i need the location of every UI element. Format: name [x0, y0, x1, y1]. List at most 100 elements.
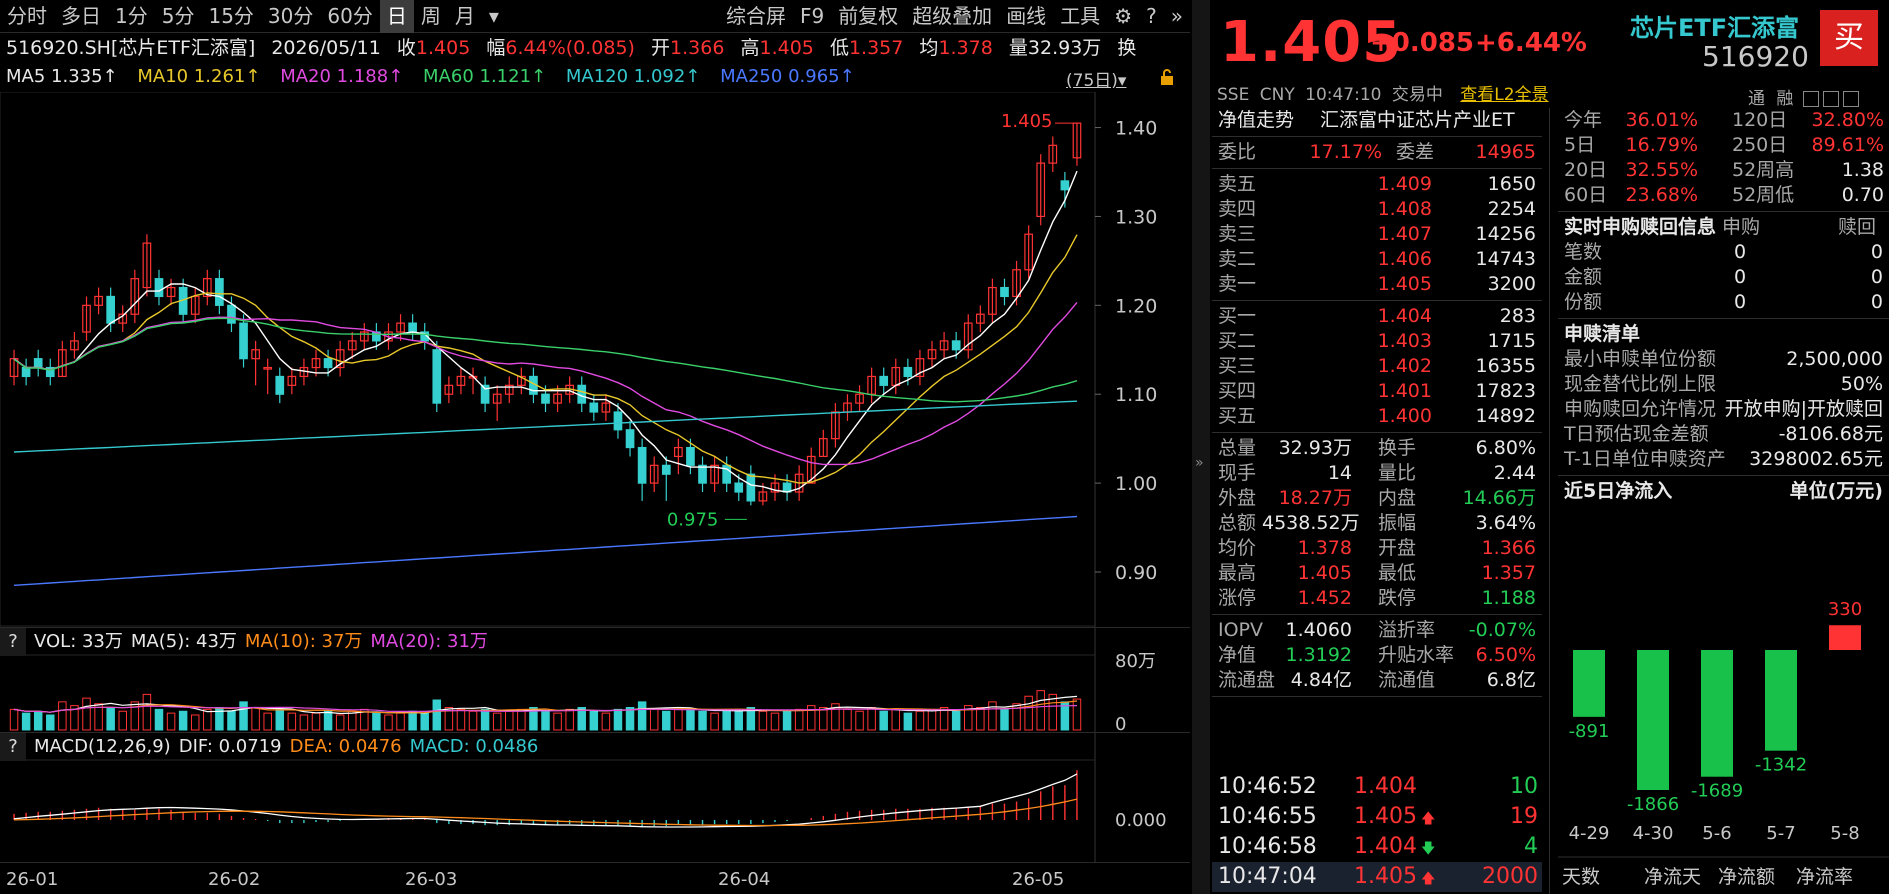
flow-tab[interactable]: 净流天 — [1644, 866, 1701, 888]
flow-unit: 单位(万元) — [1789, 480, 1883, 502]
edit-icon[interactable] — [1802, 91, 1819, 107]
trade-details: 总量 32.93万 换手 6.80% 现手 14 量比 2.44 外盘 18.27万 内盘 14.66… — [1212, 436, 1542, 611]
candle-body — [202, 278, 212, 298]
detail-label: 现手 — [1218, 462, 1257, 484]
period-tab[interactable]: 1分 — [115, 3, 148, 28]
ma60-line — [13, 317, 1078, 403]
date-tick: 26-02 — [208, 869, 261, 890]
dea-line — [13, 798, 1078, 827]
kline-chart[interactable]: 1.40 1.30 1.20 1.10 1.00 0.90 1.405 0.975 80万 0 0.… — [0, 92, 1190, 862]
volume-help-icon[interactable]: ? — [0, 628, 26, 656]
vol-value: VOL: 33万 — [34, 631, 123, 652]
up-arrow-icon: 🡅 — [1420, 811, 1436, 827]
inflow-date-label: 4-30 — [1633, 823, 1674, 844]
list-icon[interactable] — [1822, 91, 1839, 107]
dea-value: DEA: 0.0476 — [289, 736, 402, 757]
level-label: 买五 — [1218, 405, 1257, 427]
detail-row: 均价 1.378 开盘 1.366 — [1212, 536, 1542, 561]
vol-ma10-line — [13, 700, 1078, 714]
order-level[interactable]: 买一 1.404 283 — [1212, 304, 1542, 329]
toolbar-button[interactable]: 综合屏 — [725, 3, 786, 28]
volume-bar — [239, 701, 248, 731]
window-icon[interactable] — [1842, 91, 1859, 107]
volume-bar — [649, 708, 659, 731]
detail-value: 4.84亿 — [1290, 669, 1352, 691]
volume-bar — [21, 712, 31, 731]
order-level[interactable]: 买四 1.401 17823 — [1212, 379, 1542, 404]
buy-button[interactable]: 买 — [1820, 10, 1878, 66]
volume-bar — [118, 710, 127, 731]
level-volume: 14743 — [1475, 248, 1536, 270]
panel-collapse-handle[interactable]: » — [1192, 0, 1210, 894]
order-book: 净值走势 汇添富中证芯片产业ET 委比 17.17% 委差 14965 卖五 1.409 1… — [1212, 108, 1542, 700]
period-tab[interactable]: 15分 — [208, 3, 254, 28]
order-level[interactable]: 卖四 1.408 2254 — [1212, 197, 1542, 222]
macd-help-icon[interactable]: ? — [0, 733, 26, 761]
high-field: 高1.405 — [740, 37, 814, 59]
candle-body — [1036, 162, 1046, 218]
order-level[interactable]: 买五 1.400 14892 — [1212, 404, 1542, 429]
trade-volume: 19 — [1510, 804, 1538, 829]
order-level[interactable]: 卖五 1.409 1650 — [1212, 172, 1542, 197]
toolbar-button[interactable]: 工具 — [1060, 3, 1101, 28]
detail-label: 内盘 — [1378, 487, 1417, 509]
avg-field: 均1.378 — [919, 37, 993, 59]
double-chevron-right-icon[interactable]: » — [1170, 3, 1183, 28]
l2-link[interactable]: 查看L2全景 — [1460, 85, 1549, 105]
low-field: 低1.357 — [829, 37, 904, 59]
help-icon[interactable]: ? — [1146, 3, 1157, 28]
price-tick-label: 1.20 — [1115, 295, 1157, 317]
volume-bar — [794, 708, 804, 731]
period-tab[interactable]: 60分 — [327, 3, 373, 28]
period-tab[interactable]: 多日 — [61, 3, 101, 28]
order-level[interactable]: 卖三 1.407 14256 — [1212, 222, 1542, 247]
period-tab[interactable]: 分时 — [7, 3, 47, 28]
order-level[interactable]: 卖二 1.406 14743 — [1212, 247, 1542, 272]
cycle-selector[interactable]: (75日)▾ — [1066, 71, 1127, 91]
volume-bar — [1072, 698, 1082, 731]
period-tab[interactable]: 日 — [379, 0, 414, 33]
detail-label: 跌停 — [1378, 587, 1417, 609]
vol-tick-label: 80万 — [1115, 651, 1156, 672]
order-level[interactable]: 卖一 1.405 3200 — [1212, 272, 1542, 297]
weicha-value: 14965 — [1475, 141, 1536, 163]
period-tab[interactable]: 月 — [454, 3, 475, 28]
detail-label: 开盘 — [1378, 537, 1417, 559]
order-level[interactable]: 买三 1.402 16355 — [1212, 354, 1542, 379]
inflow-value-label: -1342 — [1755, 755, 1807, 776]
toolbar-button[interactable]: 画线 — [1006, 3, 1047, 28]
quote-date: 2026/05/11 — [271, 37, 381, 59]
volume-bar — [384, 714, 393, 731]
gear-icon[interactable]: ⚙ — [1114, 3, 1133, 28]
detail-value: 2.44 — [1493, 462, 1536, 484]
period-tab[interactable]: 30分 — [267, 3, 314, 28]
open-field: 开1.366 — [651, 37, 725, 59]
period-tab[interactable]: ▾ — [488, 3, 499, 28]
period-tab[interactable]: 周 — [420, 3, 441, 28]
trade-time: 10:47:04 — [1218, 864, 1317, 889]
tick-trades: 10:46:52 1.404 10 10:46:55 1.405 🡅 19 10:46:58 1… — [1212, 772, 1542, 892]
toolbar-button[interactable]: 前复权 — [838, 3, 899, 28]
toolbar-button[interactable]: 超级叠加 — [912, 3, 993, 28]
candle-body — [359, 331, 369, 342]
candle-body — [384, 331, 393, 342]
flow-header: 近5日净流入 单位(万元) — [1558, 479, 1889, 504]
nav-tab[interactable]: 净值走势 — [1218, 109, 1295, 131]
order-level[interactable]: 买二 1.403 1715 — [1212, 329, 1542, 354]
lock-icon[interactable] — [1158, 68, 1176, 86]
vol-ma20: MA(20): 31万 — [370, 631, 488, 652]
toolbar-button[interactable]: F9 — [799, 3, 825, 28]
perf-value: 16.79% — [1625, 134, 1698, 156]
rong-tag: 融 — [1776, 89, 1794, 109]
flow-tab[interactable]: 净流率 — [1796, 866, 1853, 888]
detail-label: 最低 — [1378, 562, 1417, 584]
trade-time: 10:46:58 — [1218, 834, 1317, 859]
flow-tab[interactable]: 天数 — [1562, 866, 1600, 888]
swap-field: 换 — [1117, 37, 1137, 59]
detail-label: 溢折率 — [1378, 619, 1436, 641]
flow-tab[interactable]: 净流额 — [1718, 866, 1775, 888]
trade-row: 10:47:04 1.405 🡅 2000 — [1212, 862, 1542, 892]
subredeem-label: 金额 — [1564, 266, 1603, 288]
period-tab[interactable]: 5分 — [161, 3, 195, 28]
trade-price-value: 1.405 — [1354, 804, 1417, 829]
